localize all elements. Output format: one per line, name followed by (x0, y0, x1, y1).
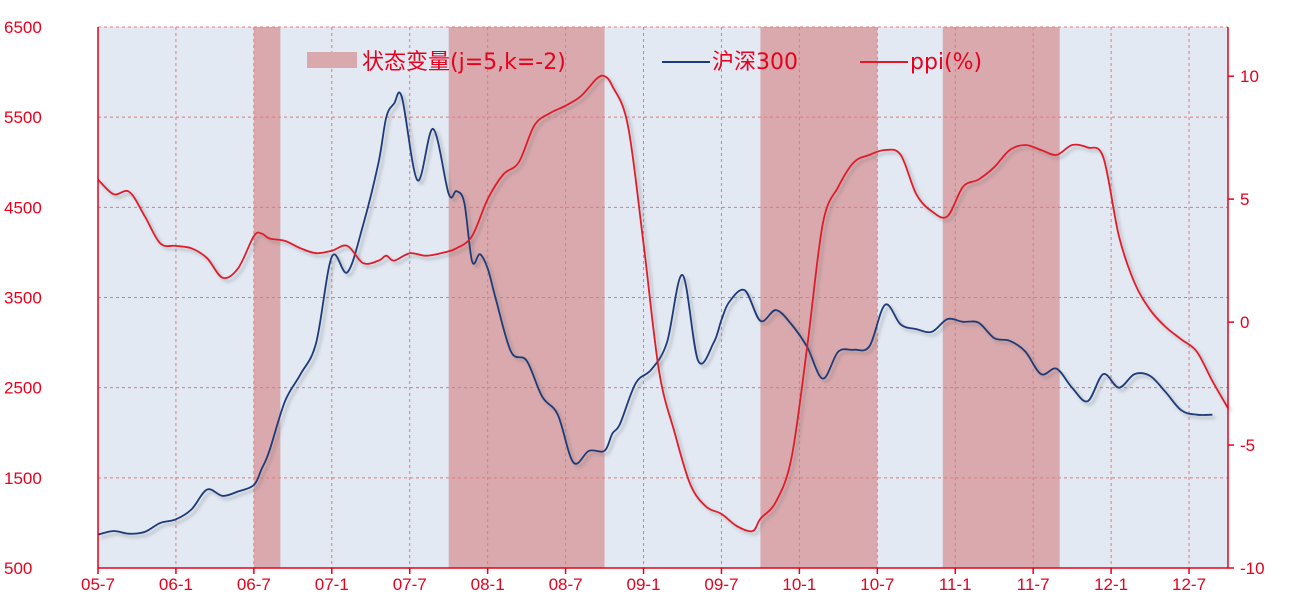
bottom-tick-label: 09-7 (704, 575, 738, 594)
bottom-tick-label: 12-1 (1094, 575, 1128, 594)
left-tick-label: 5500 (4, 108, 42, 127)
bottom-tick-label: 11-7 (1017, 575, 1050, 594)
right-tick-label: 10 (1240, 67, 1259, 86)
left-tick-label: 6500 (4, 18, 42, 37)
gridlines (98, 26, 1228, 568)
left-tick-label: 500 (4, 559, 32, 578)
right-axis-ticks: -10 -5 0 5 10 (1228, 67, 1265, 578)
bottom-tick-label: 08-7 (549, 575, 583, 594)
series-line-ppi (97, 74, 1229, 533)
legend-label-ppi: ppi(%) (910, 50, 982, 75)
bottom-tick-label: 10-1 (782, 575, 816, 594)
bottom-tick-label: 09-1 (627, 575, 661, 594)
right-tick-label: -10 (1240, 559, 1265, 578)
left-tick-label: 1500 (4, 469, 42, 488)
bottom-tick-label: 07-1 (315, 575, 349, 594)
legend: 状态变量(j=5,k=-2) 沪深300 ppi(%) (307, 50, 982, 75)
bottom-tick-label: 06-1 (159, 575, 193, 594)
axes (97, 27, 1229, 569)
left-tick-label: 3500 (4, 289, 42, 308)
bottom-tick-label: 06-7 (237, 575, 271, 594)
legend-label-state: 状态变量(j=5,k=-2) (362, 50, 566, 75)
right-tick-label: 5 (1240, 190, 1249, 209)
series-line-hs300 (97, 91, 1213, 536)
left-tick-label: 4500 (4, 198, 42, 217)
right-tick-label: -5 (1240, 436, 1255, 455)
right-tick-label: 0 (1240, 313, 1249, 332)
bottom-tick-label: 08-1 (471, 575, 505, 594)
bottom-tick-label: 11-1 (939, 575, 972, 594)
bottom-tick-label: 05-7 (81, 575, 115, 594)
left-axis-ticks: 500 1500 2500 3500 4500 5500 6500 (4, 18, 42, 578)
legend-swatch-state (307, 52, 357, 68)
bottom-tick-label: 10-7 (860, 575, 894, 594)
bottom-tick-label: 12-7 (1172, 575, 1206, 594)
left-tick-label: 2500 (4, 379, 42, 398)
legend-label-hs300: 沪深300 (712, 50, 798, 75)
bottom-tick-label: 07-7 (393, 575, 427, 594)
series-lines (97, 74, 1229, 536)
bottom-axis-ticks: 05-7 06-1 06-7 07-1 07-7 08-1 08-7 09-1 09-7 10-1… (81, 568, 1206, 594)
